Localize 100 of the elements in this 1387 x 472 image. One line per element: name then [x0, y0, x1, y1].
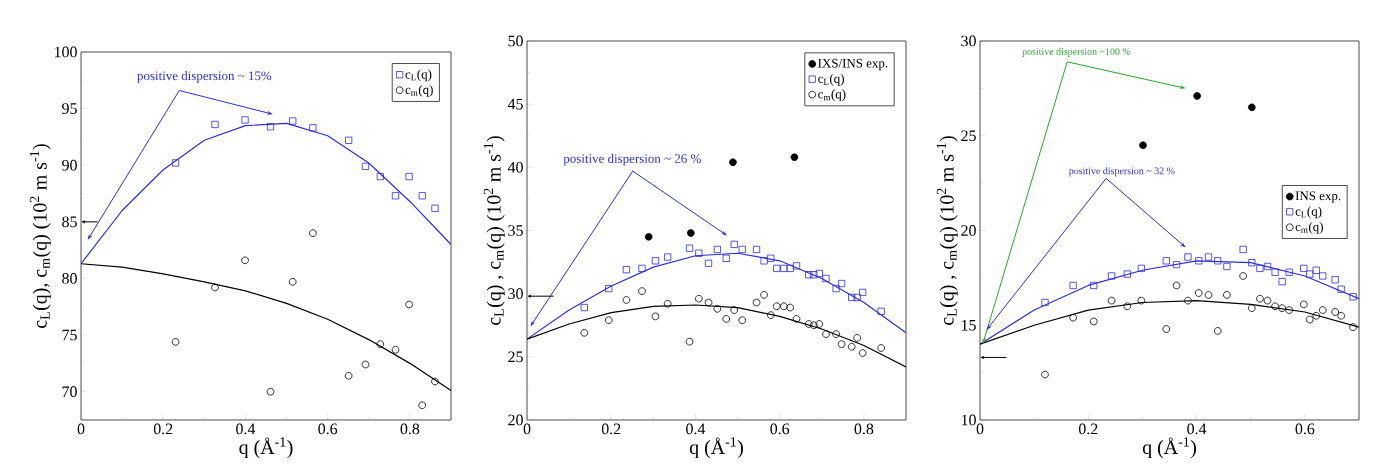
point: [405, 300, 413, 309]
point: [1090, 281, 1098, 290]
point: [685, 337, 694, 346]
point: [1256, 264, 1264, 272]
point: [809, 321, 818, 330]
point: [792, 315, 801, 323]
point: [713, 305, 722, 313]
point: [1285, 306, 1293, 314]
x-tick-label: 0.8: [400, 423, 420, 435]
point: [1271, 268, 1279, 276]
point: [361, 360, 370, 369]
x-tick-label: 0.6: [1295, 423, 1315, 435]
point: [1239, 245, 1247, 254]
point: [1162, 325, 1171, 333]
point: [418, 401, 427, 410]
point: [1041, 298, 1049, 307]
point: [730, 306, 738, 314]
point: [810, 271, 818, 279]
x-tick-label: 0.8: [854, 423, 874, 435]
point: [1312, 266, 1320, 274]
point: [1263, 296, 1272, 305]
point: [729, 158, 737, 167]
point: [1184, 296, 1192, 305]
legend-label: INS exp.: [1295, 191, 1341, 203]
point: [1184, 253, 1192, 261]
point: [859, 288, 867, 296]
point: [1204, 291, 1213, 299]
point: [1107, 296, 1116, 305]
y-tick-label: 35: [508, 225, 523, 236]
point: [638, 287, 646, 295]
point: [391, 345, 400, 354]
point: [605, 285, 613, 293]
point: [848, 293, 856, 302]
y-tick-label: 20: [508, 414, 523, 426]
point: [815, 320, 824, 328]
point: [695, 249, 703, 257]
y-tick-label: 30: [508, 288, 523, 300]
point: [1278, 278, 1286, 286]
point: [289, 117, 297, 125]
point: [853, 334, 861, 342]
point: [1123, 270, 1131, 278]
legend-label: IXS/INS exp.: [818, 58, 888, 71]
annotation: positive dispersion ~ 15%: [137, 71, 272, 83]
point: [1248, 304, 1256, 312]
x-tick-label: 0.4: [236, 423, 256, 435]
point: [266, 123, 275, 131]
point: [622, 296, 631, 304]
point: [685, 244, 694, 252]
legend-label: c$_{m}$(q): [818, 89, 846, 102]
point: [1089, 317, 1098, 326]
point: [344, 372, 353, 380]
point: [651, 257, 660, 265]
point: [730, 240, 738, 248]
point: [1349, 293, 1357, 301]
y-tick-label: 15: [961, 319, 976, 331]
point: [738, 245, 746, 254]
point: [738, 316, 746, 324]
point: [638, 264, 646, 272]
point: [1285, 268, 1293, 276]
point: [391, 192, 400, 200]
point: [1194, 289, 1203, 297]
point: [288, 278, 297, 286]
point: [651, 312, 660, 321]
point: [211, 283, 219, 292]
legend-label: c$_{L}$(q): [818, 73, 844, 86]
point: [309, 229, 317, 237]
point: [1331, 308, 1339, 316]
point: [1319, 272, 1327, 280]
point: [832, 330, 840, 338]
y-tick-label: 45: [507, 98, 523, 110]
point: [1248, 259, 1256, 267]
point: [687, 229, 695, 237]
point: [1204, 253, 1213, 261]
point: [1299, 300, 1308, 309]
point: [1041, 370, 1049, 379]
point: [1139, 141, 1147, 150]
legend-label: c$_{L}$(q): [1295, 206, 1322, 219]
point: [1278, 304, 1286, 312]
point: [1137, 264, 1145, 272]
point: [1248, 103, 1256, 112]
x-tick-label: 0.6: [318, 423, 338, 435]
point: [171, 159, 180, 167]
point: [664, 253, 672, 261]
point: [1069, 281, 1077, 290]
point: [713, 245, 721, 254]
point: [1213, 327, 1222, 335]
x-tick-label: 0.2: [153, 423, 173, 435]
point: [171, 338, 180, 346]
point: [241, 116, 249, 124]
point: [1195, 257, 1203, 265]
point: [722, 315, 730, 323]
y-tick-label: 80: [62, 273, 77, 284]
legend-label: c$_{m}$(q): [405, 84, 433, 97]
x-tick-label: 0.2: [601, 423, 621, 435]
point: [1239, 272, 1247, 280]
point: [790, 153, 799, 162]
point: [837, 279, 846, 288]
point: [376, 172, 384, 181]
point: [361, 162, 370, 170]
point: [780, 302, 788, 311]
